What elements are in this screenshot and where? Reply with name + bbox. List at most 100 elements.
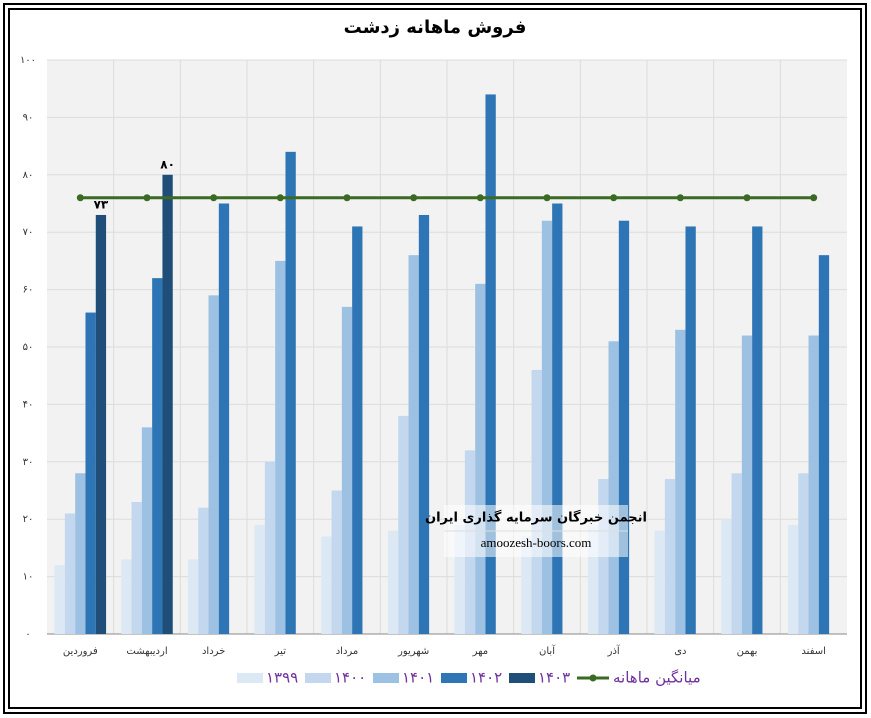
line-marker xyxy=(143,194,151,202)
bar xyxy=(587,524,599,634)
bar xyxy=(121,559,132,634)
bar xyxy=(398,415,409,634)
bar xyxy=(321,536,332,634)
line-marker xyxy=(76,194,84,202)
inner-border xyxy=(8,8,862,709)
line-marker xyxy=(543,194,551,202)
y-tick-label: ۱۰ xyxy=(23,572,34,583)
x-tick-label: شهریور xyxy=(397,646,429,657)
line-marker xyxy=(810,194,818,202)
bar xyxy=(798,473,809,634)
bar xyxy=(275,260,286,634)
legend-marker xyxy=(589,674,597,682)
bar xyxy=(485,94,496,634)
line-marker xyxy=(343,194,351,202)
bar xyxy=(131,501,142,634)
line-marker xyxy=(210,194,218,202)
bar xyxy=(787,524,799,634)
x-tick-label: تیر xyxy=(274,646,287,657)
y-tick-label: ۳۰ xyxy=(23,457,34,468)
line-marker xyxy=(276,194,284,202)
bar xyxy=(818,255,830,634)
y-tick-label: ۷۰ xyxy=(23,227,34,238)
x-tick-label: اسفند xyxy=(801,646,825,657)
legend-label: ۱۴۰۰ xyxy=(334,669,366,687)
bar xyxy=(208,295,219,634)
bar xyxy=(521,536,532,634)
bar xyxy=(352,226,363,634)
bar xyxy=(618,220,630,634)
legend-swatch xyxy=(441,673,467,683)
bar xyxy=(264,461,276,634)
bar xyxy=(162,174,173,635)
x-tick-label: آذر xyxy=(607,644,621,657)
y-tick-label: ۲۰ xyxy=(23,514,34,525)
line-marker xyxy=(676,194,684,202)
bar xyxy=(198,507,209,634)
bar xyxy=(75,473,86,634)
bar xyxy=(675,329,686,634)
x-tick-label: آبان xyxy=(539,644,556,657)
legend-swatch xyxy=(509,673,535,683)
bar xyxy=(731,473,742,634)
x-tick-label: مهر xyxy=(472,646,488,657)
bar xyxy=(752,226,763,634)
bar xyxy=(608,341,619,634)
watermark-url: amoozesh-boors.com xyxy=(481,535,592,550)
legend-swatch xyxy=(373,673,399,683)
bar xyxy=(341,306,353,634)
y-tick-label: ۹۰ xyxy=(23,112,34,123)
line-marker xyxy=(410,194,418,202)
bar xyxy=(331,490,342,634)
outer-border xyxy=(3,3,867,714)
data-label: ۸۰ xyxy=(160,157,175,171)
watermark-title: انجمن خبرگان سرمایه گذاری ایران xyxy=(425,510,647,526)
x-tick-label: اردیبهشت xyxy=(126,646,167,657)
data-label: ۷۳ xyxy=(94,197,109,211)
line-marker xyxy=(476,194,484,202)
y-tick-label: ۵۰ xyxy=(23,342,34,353)
bar xyxy=(54,565,65,634)
bar xyxy=(285,151,296,634)
y-tick-label: ۰ xyxy=(25,629,30,640)
y-tick-label: ۱۰۰ xyxy=(20,55,36,66)
bar xyxy=(187,559,199,634)
x-tick-label: مرداد xyxy=(336,646,359,657)
bar xyxy=(664,479,676,634)
chart-title: فروش ماهانه زدشت xyxy=(344,17,527,38)
line-marker xyxy=(743,194,751,202)
y-tick-label: ۶۰ xyxy=(23,285,34,296)
bar xyxy=(387,530,399,634)
bar xyxy=(654,530,665,634)
bar xyxy=(418,214,430,635)
bar xyxy=(408,255,419,634)
legend-label: ۱۴۰۲ xyxy=(470,669,502,687)
y-tick-label: ۴۰ xyxy=(23,399,34,410)
bar xyxy=(141,427,153,634)
bar xyxy=(475,283,486,634)
bar xyxy=(531,369,542,634)
bar xyxy=(254,524,265,634)
x-tick-label: بهمن xyxy=(737,646,758,657)
legend-swatch xyxy=(305,673,331,683)
legend-label: ۱۴۰۱ xyxy=(402,669,434,687)
bar xyxy=(541,220,553,634)
bar xyxy=(85,312,96,634)
x-tick-label: دی xyxy=(674,646,686,657)
bar xyxy=(64,513,76,634)
legend-label: میانگین ماهانه xyxy=(613,669,701,687)
bar xyxy=(741,335,753,634)
bar xyxy=(95,214,107,635)
bar xyxy=(808,335,819,634)
y-tick-label: ۸۰ xyxy=(23,170,34,181)
bar xyxy=(552,203,563,634)
legend-swatch xyxy=(237,673,263,683)
bar xyxy=(218,203,230,634)
legend-label: ۱۴۰۳ xyxy=(538,669,570,687)
line-marker xyxy=(610,194,618,202)
x-tick-label: فروردین xyxy=(63,646,98,657)
legend-label: ۱۳۹۹ xyxy=(266,669,298,687)
x-tick-label: خرداد xyxy=(202,646,225,657)
bar xyxy=(454,524,465,634)
